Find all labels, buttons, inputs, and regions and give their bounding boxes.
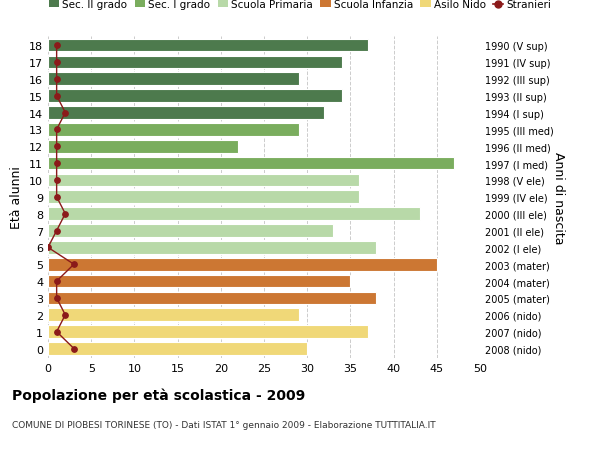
Bar xyxy=(48,56,342,69)
Legend: Sec. II grado, Sec. I grado, Scuola Primaria, Scuola Infanzia, Asilo Nido, Stran: Sec. II grado, Sec. I grado, Scuola Prim… xyxy=(49,0,551,10)
Point xyxy=(52,227,61,235)
Bar xyxy=(48,292,376,305)
Bar xyxy=(48,90,342,103)
Point xyxy=(61,211,70,218)
Bar xyxy=(48,309,299,321)
Bar xyxy=(48,157,454,170)
Point xyxy=(52,76,61,83)
Bar xyxy=(48,258,437,271)
Bar xyxy=(48,342,307,355)
Point xyxy=(52,177,61,184)
Bar xyxy=(48,225,333,237)
Point xyxy=(61,312,70,319)
Point xyxy=(52,328,61,336)
Bar xyxy=(48,325,368,338)
Point xyxy=(61,110,70,117)
Point xyxy=(52,126,61,134)
Point xyxy=(52,59,61,67)
Text: Popolazione per età scolastica - 2009: Popolazione per età scolastica - 2009 xyxy=(12,388,305,403)
Y-axis label: Anni di nascita: Anni di nascita xyxy=(552,151,565,244)
Point xyxy=(52,295,61,302)
Bar xyxy=(48,107,325,119)
Bar xyxy=(48,275,350,288)
Point xyxy=(52,93,61,100)
Point xyxy=(52,160,61,168)
Bar xyxy=(48,241,376,254)
Bar xyxy=(48,191,359,204)
Bar xyxy=(48,174,359,187)
Point xyxy=(52,143,61,151)
Point xyxy=(52,194,61,201)
Bar xyxy=(48,39,368,52)
Point xyxy=(52,278,61,285)
Text: COMUNE DI PIOBESI TORINESE (TO) - Dati ISTAT 1° gennaio 2009 - Elaborazione TUTT: COMUNE DI PIOBESI TORINESE (TO) - Dati I… xyxy=(12,420,436,429)
Y-axis label: Età alunni: Età alunni xyxy=(10,166,23,229)
Bar xyxy=(48,140,238,153)
Point xyxy=(69,261,79,269)
Point xyxy=(43,244,53,252)
Bar xyxy=(48,208,419,220)
Point xyxy=(69,345,79,353)
Bar xyxy=(48,124,299,136)
Bar xyxy=(48,73,299,86)
Point xyxy=(52,42,61,50)
